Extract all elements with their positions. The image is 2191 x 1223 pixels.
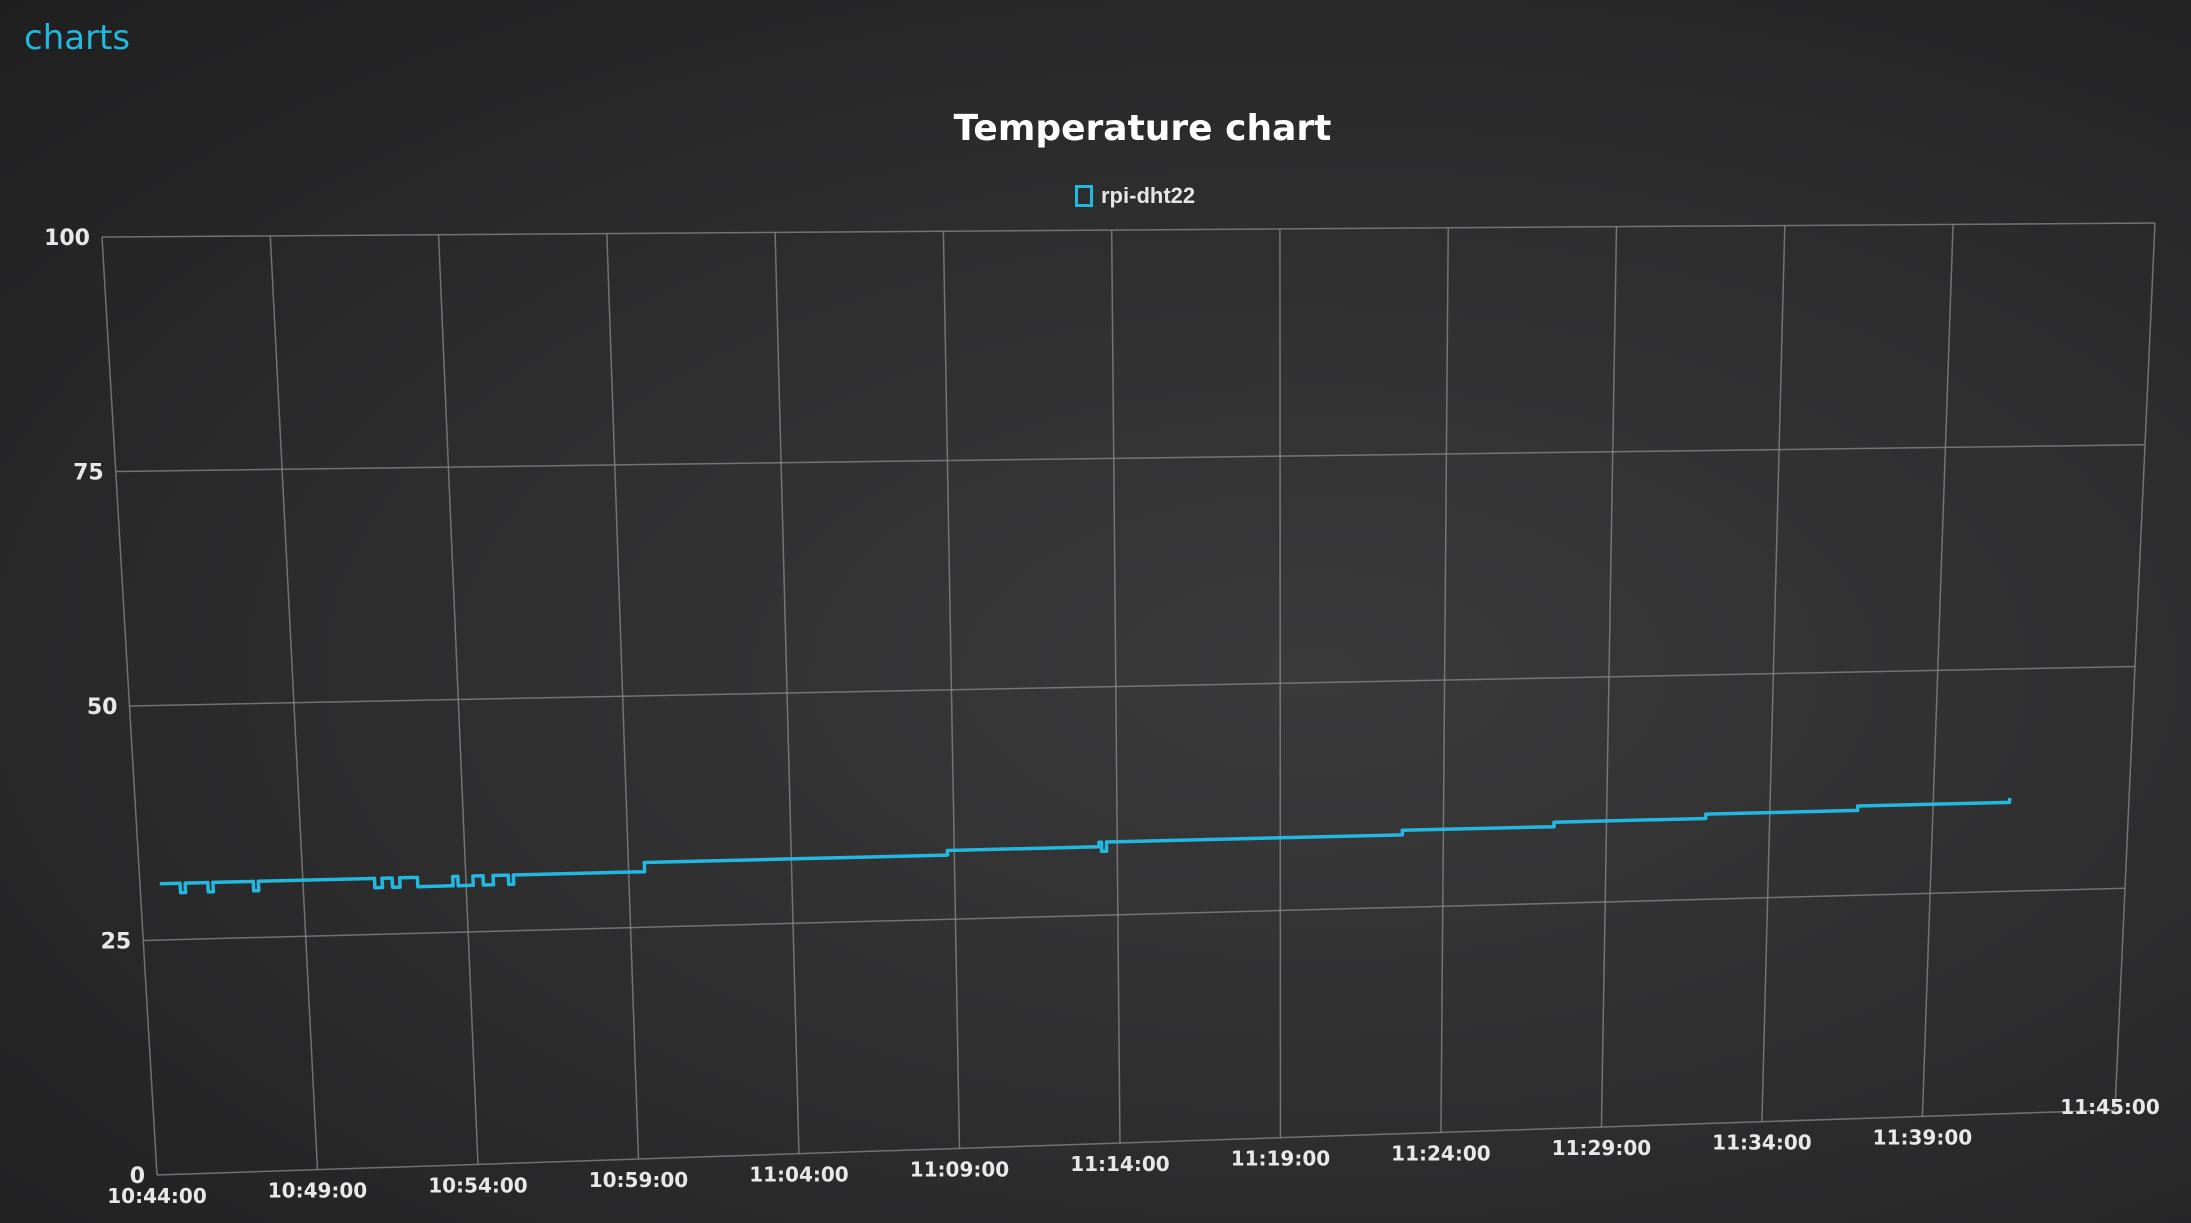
x-gridline (437, 234, 479, 1165)
x-gridline (101, 236, 158, 1176)
y-axis: 0 25 50 75 100 (44, 226, 145, 1189)
x-gridline (269, 235, 319, 1170)
x-tick-label: 11:39:00 (1873, 1125, 1973, 1149)
x-tick-label: 11:45:00 (2060, 1095, 2160, 1119)
y-gridline (143, 887, 2126, 942)
x-tick-label: 11:29:00 (1552, 1136, 1652, 1160)
x-tick-label: 11:14:00 (1070, 1152, 1170, 1176)
series-line-rpi-dht22[interactable] (159, 797, 2012, 895)
y-tick-label: 25 (101, 930, 132, 955)
dashboard-tab-title[interactable]: charts (24, 18, 131, 58)
y-gridline (129, 665, 2136, 707)
y-gridline (156, 1109, 2116, 1176)
x-tick-label: 11:34:00 (1712, 1131, 1812, 1155)
x-gridline (1600, 226, 1618, 1128)
x-gridline (606, 233, 640, 1160)
y-tick-label: 0 (130, 1164, 145, 1189)
x-gridline (774, 232, 800, 1154)
legend-swatch-icon (1075, 185, 1093, 207)
x-gridline (1110, 230, 1121, 1144)
y-tick-label: 75 (73, 461, 104, 486)
x-tick-label: 11:04:00 (749, 1163, 849, 1187)
x-tick-label: 10:44:00 (107, 1184, 207, 1208)
legend-label: rpi-dht22 (1101, 183, 1196, 208)
chart-grid (101, 222, 2156, 1176)
x-tick-label: 10:59:00 (589, 1168, 689, 1192)
x-gridline (2114, 222, 2156, 1111)
y-tick-label: 100 (44, 226, 90, 251)
y-gridline (115, 444, 2146, 473)
chart-title: Temperature chart (953, 108, 1332, 149)
x-axis: 10:44:00 10:49:00 10:54:00 10:59:00 11:04:00… (107, 1095, 2160, 1208)
y-tick-label: 50 (87, 695, 118, 720)
series-layer (159, 797, 2012, 895)
x-tick-label: 11:19:00 (1231, 1147, 1331, 1171)
x-tick-label: 10:54:00 (428, 1173, 528, 1197)
x-tick-label: 11:24:00 (1391, 1141, 1491, 1165)
x-gridline (1761, 225, 1786, 1122)
y-gridline (101, 222, 2156, 238)
chart-legend[interactable]: rpi-dht22 (1075, 183, 1195, 209)
x-gridline (942, 231, 961, 1149)
x-tick-label: 10:49:00 (268, 1179, 368, 1203)
x-tick-label: 11:09:00 (910, 1157, 1010, 1181)
x-gridline (1440, 227, 1449, 1133)
x-gridline (1921, 224, 1954, 1117)
